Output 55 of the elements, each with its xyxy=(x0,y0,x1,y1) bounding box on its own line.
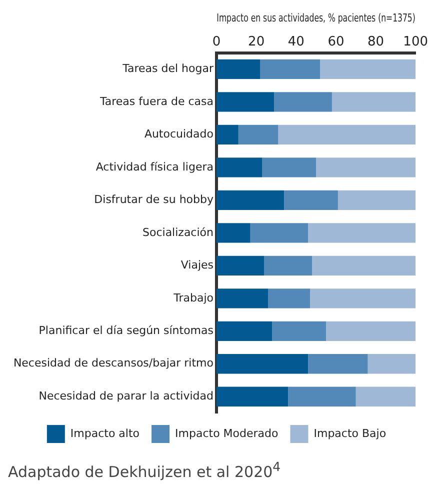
legend-label: Impacto Moderado xyxy=(175,426,279,440)
x-tick-label: 40 xyxy=(288,34,304,50)
bar xyxy=(308,354,368,374)
bar xyxy=(216,288,268,308)
bar xyxy=(338,190,416,210)
bar xyxy=(288,386,356,406)
bar xyxy=(284,190,338,210)
legend-label: Impacto alto xyxy=(70,426,140,440)
y-tick-label: Tareas del hogar xyxy=(122,62,214,76)
bar xyxy=(216,386,288,406)
bar xyxy=(216,354,308,374)
y-tick-label: Autocuidado xyxy=(144,128,214,141)
x-tick-label: 100 xyxy=(403,34,428,50)
bar xyxy=(310,288,416,308)
y-tick-label: Disfrutar de su hobby xyxy=(94,193,214,206)
bar xyxy=(216,59,260,79)
y-tick-label: Necesidad de parar la actividad xyxy=(38,389,214,402)
bar xyxy=(216,321,272,341)
y-tick-label: Planificar el día según síntomas xyxy=(38,324,214,337)
bar xyxy=(264,256,312,276)
y-tick-label: Viajes xyxy=(180,258,214,272)
bar xyxy=(368,354,416,374)
bar xyxy=(312,256,416,276)
x-tick-label: 20 xyxy=(248,34,265,50)
bar xyxy=(274,92,332,112)
bar xyxy=(216,256,264,276)
bar xyxy=(278,124,416,144)
bar xyxy=(216,223,250,243)
bar xyxy=(262,158,316,178)
bar xyxy=(216,158,262,178)
y-tick-label: Actividad física ligera xyxy=(96,160,214,174)
bar xyxy=(332,92,416,112)
bar xyxy=(308,223,416,243)
bar xyxy=(268,288,310,308)
text: Adaptado de Dekhuijzen et al 2020$^{4}$ xyxy=(8,459,282,481)
bar xyxy=(320,59,416,79)
legend-label: Impacto Bajo xyxy=(314,426,386,440)
y-tick-label: Socialización xyxy=(142,226,214,239)
bar xyxy=(326,321,416,341)
bar xyxy=(216,124,238,144)
bar xyxy=(216,190,284,210)
bar xyxy=(356,386,416,406)
x-axis-title: Impacto en sus actividades, % pacientes (n=1375) xyxy=(216,12,416,25)
x-tick-label: 80 xyxy=(368,34,384,50)
bar xyxy=(238,124,278,144)
y-tick-label: Trabajo xyxy=(172,291,214,304)
bar xyxy=(272,321,326,341)
bar xyxy=(260,59,320,79)
y-tick-label: Necesidad de descansos/bajar ritmo xyxy=(13,356,214,370)
y-tick-label: Tareas fuera de casa xyxy=(98,94,214,108)
bar xyxy=(250,223,308,243)
x-tick-label: 60 xyxy=(328,34,344,50)
bar xyxy=(316,158,416,178)
x-tick-label: 0 xyxy=(212,34,221,50)
bar xyxy=(216,92,274,112)
